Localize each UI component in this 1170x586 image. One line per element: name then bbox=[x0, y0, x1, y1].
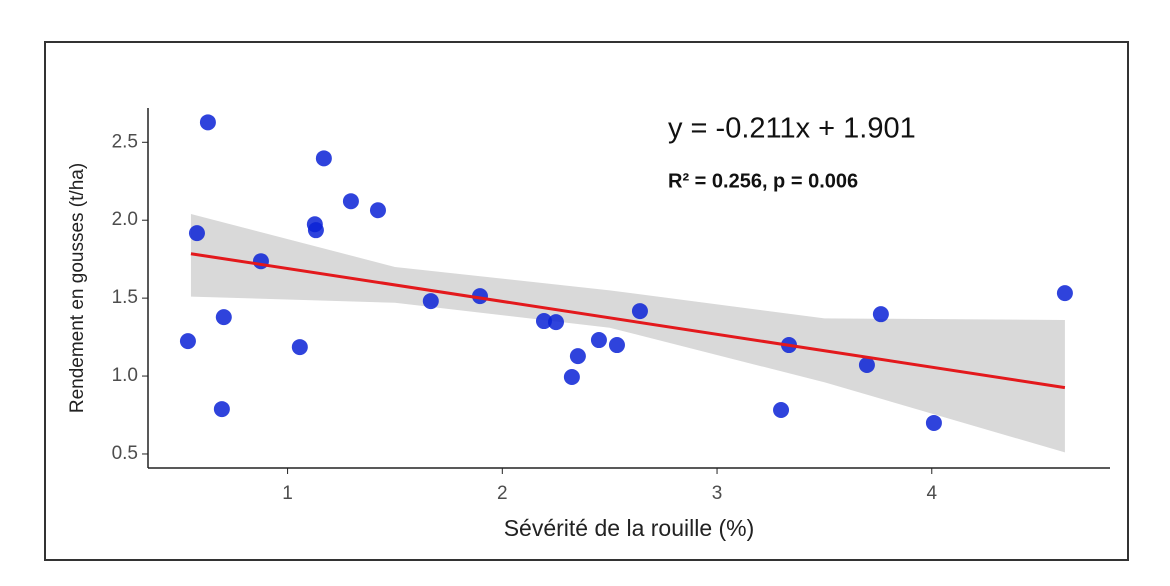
point bbox=[925, 414, 942, 431]
x-tick-label: 2 bbox=[497, 483, 508, 504]
point bbox=[199, 114, 216, 131]
point bbox=[215, 309, 232, 326]
x-tick-label: 4 bbox=[926, 483, 937, 504]
point bbox=[563, 368, 580, 385]
point bbox=[307, 222, 324, 239]
y-tick-label: 0.5 bbox=[112, 443, 138, 464]
point bbox=[342, 193, 359, 210]
y-tick-label: 2.0 bbox=[112, 209, 138, 230]
point bbox=[858, 356, 875, 373]
x-axis-title: Sévérité de la rouille (%) bbox=[504, 515, 755, 541]
point bbox=[213, 401, 230, 418]
point bbox=[291, 339, 308, 356]
point bbox=[1056, 285, 1073, 302]
point bbox=[773, 402, 790, 419]
point bbox=[535, 313, 552, 330]
y-axis-title: Rendement en gousses (t/ha) bbox=[67, 163, 88, 413]
x-tick-label: 1 bbox=[282, 483, 293, 504]
point bbox=[422, 293, 439, 310]
y-tick-label: 1.5 bbox=[112, 287, 138, 308]
point bbox=[590, 332, 607, 349]
y-tick-label: 2.5 bbox=[112, 131, 138, 152]
x-tick-label: 3 bbox=[712, 483, 723, 504]
band-layer bbox=[190, 213, 1065, 453]
fit-line bbox=[190, 252, 1066, 390]
point bbox=[872, 306, 889, 323]
point bbox=[369, 202, 386, 219]
point bbox=[315, 150, 332, 167]
stats: R² = 0.256, p = 0.006 bbox=[668, 170, 858, 192]
point bbox=[631, 303, 648, 320]
point bbox=[608, 337, 625, 354]
point bbox=[179, 333, 196, 350]
point bbox=[547, 314, 564, 331]
equation: y = -0.211x + 1.901 bbox=[668, 113, 916, 145]
point bbox=[188, 225, 205, 242]
confidence-band bbox=[190, 213, 1065, 453]
point bbox=[569, 348, 586, 365]
y-tick-label: 1.0 bbox=[112, 365, 138, 386]
